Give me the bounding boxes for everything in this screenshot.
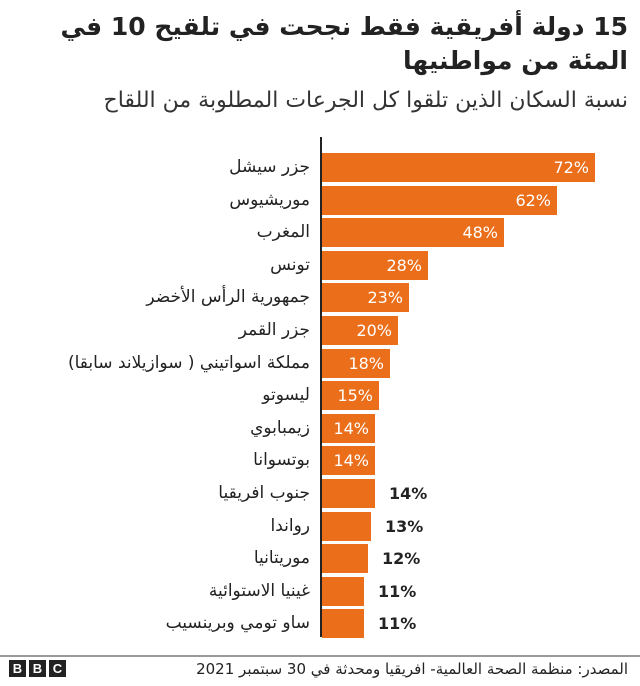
- bbc-logo-letter: B: [29, 660, 46, 677]
- bar-row: بوتسوانا 14%: [0, 446, 640, 476]
- bar: [322, 609, 364, 639]
- bar: 14%: [322, 413, 375, 443]
- value-label: 23%: [367, 288, 403, 308]
- bar: 15%: [322, 381, 379, 411]
- source-note: المصدر: منظمة الصحة العالمية- افريقيا وم…: [196, 660, 628, 678]
- bar: 62%: [322, 185, 557, 215]
- category-label: زيمبابوي: [250, 417, 310, 438]
- bar: 18%: [322, 348, 390, 378]
- value-label: 28%: [386, 255, 422, 275]
- bar: [322, 576, 364, 606]
- bar: 23%: [322, 283, 409, 313]
- value-label: 14%: [389, 484, 428, 503]
- category-label: بوتسوانا: [253, 450, 310, 471]
- category-label: جنوب افريقيا: [218, 483, 310, 503]
- value-label: 15%: [337, 386, 373, 406]
- value-label: 12%: [382, 549, 421, 569]
- bar-row: المغرب 48%: [0, 218, 640, 248]
- category-label: تونس: [270, 254, 310, 275]
- bar-row: تونس 28%: [0, 250, 640, 280]
- value-label: 62%: [515, 190, 551, 210]
- bar-row: ليسوتو 15%: [0, 381, 640, 411]
- bar: 72%: [322, 153, 595, 182]
- bar-chart: جزر سيشل 72% موريشيوس 62% المغرب 48% تونس 28% جم…: [0, 137, 640, 639]
- bar-row: 11% ساو تومي وبرينسيب: [0, 609, 640, 639]
- bar: 48%: [322, 218, 504, 248]
- category-label: ساو تومي وبرينسيب: [165, 613, 310, 634]
- bar-row: 14% جنوب افريقيا: [0, 479, 640, 508]
- value-label: 20%: [356, 321, 392, 340]
- category-label: رواندا: [270, 515, 310, 536]
- bar-row: مملكة اسواتيني ( سوازيلاند سابقا) 18%: [0, 348, 640, 378]
- category-label: المغرب: [256, 222, 310, 243]
- bar: 20%: [322, 316, 398, 345]
- category-label: جمهورية الرأس الأخضر: [146, 287, 310, 308]
- value-label: 72%: [553, 158, 589, 177]
- category-label: جزر القمر: [238, 320, 310, 340]
- bar-row: موريشيوس 62%: [0, 185, 640, 215]
- bbc-logo: B B C: [9, 660, 66, 677]
- bbc-logo-letter: B: [9, 660, 26, 677]
- bar: [322, 511, 371, 541]
- bar: 14%: [322, 446, 375, 476]
- bar-row: 12% موريتانيا: [0, 544, 640, 574]
- value-label: 48%: [462, 223, 498, 243]
- category-label: ليسوتو: [262, 385, 310, 406]
- value-label: 13%: [385, 516, 424, 536]
- bar-row: زيمبابوي 14%: [0, 413, 640, 443]
- bar-row: جزر القمر 20%: [0, 316, 640, 345]
- value-label: 14%: [333, 418, 369, 438]
- value-label: 11%: [378, 614, 417, 634]
- category-label: موريشيوس: [229, 189, 310, 210]
- category-label: مملكة اسواتيني ( سوازيلاند سابقا): [67, 352, 310, 373]
- category-label: غينيا الاستوائية: [208, 580, 310, 601]
- value-label: 18%: [348, 353, 384, 373]
- bar: [322, 479, 375, 508]
- value-label: 11%: [378, 581, 417, 601]
- footer-divider: [0, 655, 640, 657]
- bbc-logo-letter: C: [49, 660, 66, 677]
- y-axis-line: [320, 137, 322, 637]
- bar-row: جزر سيشل 72%: [0, 153, 640, 182]
- bar-row: 13% رواندا: [0, 511, 640, 541]
- bar: 28%: [322, 250, 428, 280]
- category-label: جزر سيشل: [229, 157, 310, 177]
- value-label: 14%: [333, 451, 369, 471]
- bar-row: 11% غينيا الاستوائية: [0, 576, 640, 606]
- category-label: موريتانيا: [253, 548, 310, 569]
- chart-title: 15 دولة أفريقية فقط نجحت في تلقيح 10 في …: [60, 12, 628, 75]
- bar: [322, 544, 368, 574]
- chart-subtitle: نسبة السكان الذين تلقوا كل الجرعات المطل…: [103, 88, 628, 113]
- bar-row: جمهورية الرأس الأخضر 23%: [0, 283, 640, 313]
